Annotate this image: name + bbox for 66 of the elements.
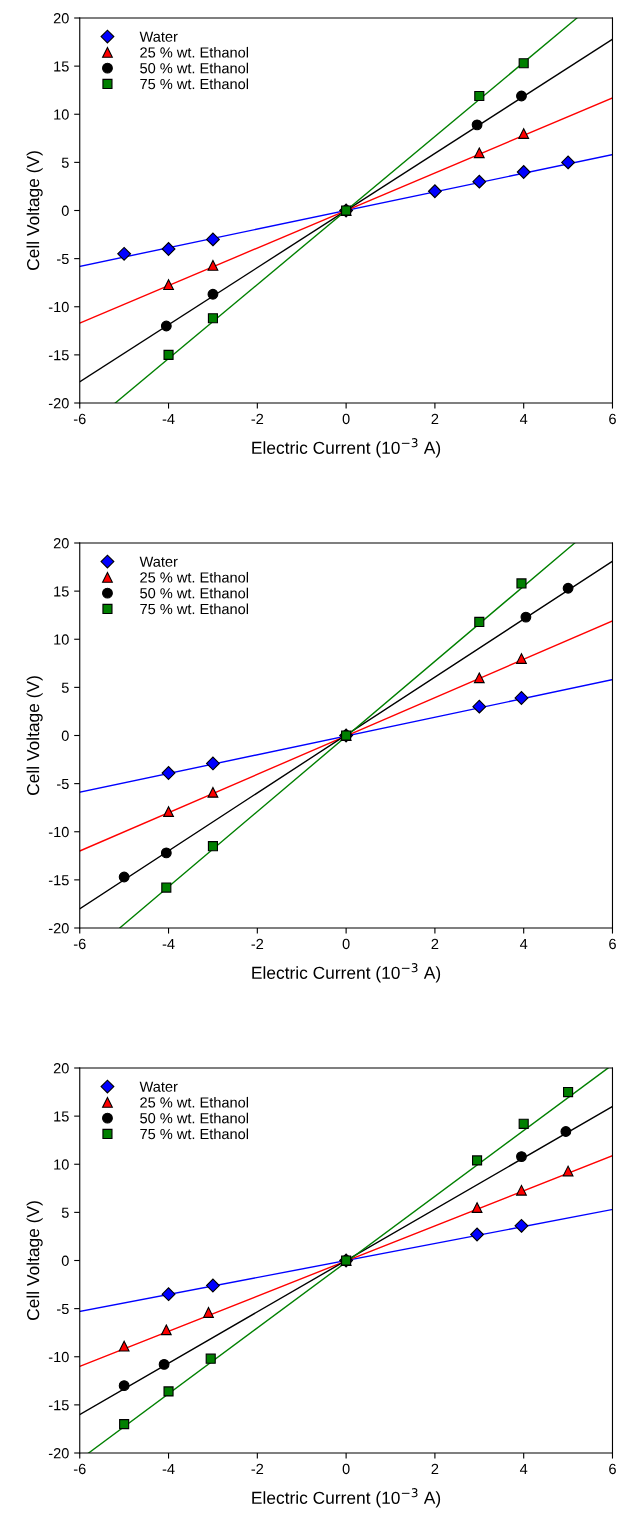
y-tick-label: -20 [48,1448,69,1459]
y-tick-label: -10 [48,1351,69,1363]
y-tick-label: -5 [57,253,69,265]
y-axis-title: Cell Voltage (V) [26,1201,43,1320]
y-tick-label: 5 [61,682,69,693]
x-tick-label: 2 [431,1463,439,1474]
x-tick-label: 6 [609,413,616,425]
x-tick-label: 2 [431,413,439,424]
y-tick-label: 0 [61,1255,69,1266]
y-axis-title: Cell Voltage (V) [26,676,43,795]
y-tick-label: 5 [61,157,69,168]
y-tick-label: -10 [48,826,69,838]
x-tick-label: 0 [342,1463,350,1475]
y-tick-label: 20 [53,538,69,549]
legend-label: 25 % wt. Ethanol [140,46,249,58]
legend-label: 50 % wt. Ethanol [140,62,249,74]
x-tick-label: -2 [251,938,264,949]
x-tick-label: 2 [431,938,439,949]
y-tick-label: 20 [53,1063,69,1074]
x-tick-label: -6 [73,1463,86,1475]
y-tick-label: -10 [48,301,69,313]
y-tick-label: 15 [54,586,69,597]
legend-label: 25 % wt. Ethanol [140,571,249,583]
y-tick-label: 20 [53,13,69,24]
x-tick-label: 4 [519,1463,528,1474]
y-tick-label: -15 [48,1400,69,1411]
legend-label: 75 % wt. Ethanol [140,78,249,90]
x-axis-title: Electric Current (10$^{−3}$ A) [252,963,441,983]
y-axis-title: Cell Voltage (V) [26,151,43,270]
x-tick-label: -6 [73,938,86,950]
y-tick-label: 15 [54,1111,69,1122]
x-tick-label: 6 [609,1463,616,1475]
x-tick-label: -4 [162,413,175,424]
y-tick-label: 0 [61,730,69,741]
legend-label: 50 % wt. Ethanol [140,587,249,599]
y-tick-label: 15 [54,61,69,72]
y-tick-label: -15 [48,350,69,361]
x-tick-label: 4 [519,938,528,949]
y-tick-label: 10 [54,634,69,645]
legend-label: Water [139,556,178,567]
y-tick-label: 5 [61,1207,69,1218]
y-tick-label: -20 [48,923,69,934]
legend-label: Water [139,1081,178,1092]
x-axis-title: Electric Current (10$^{−3}$ A) [252,438,441,458]
legend-label: 50 % wt. Ethanol [140,1112,249,1124]
y-tick-label: -5 [57,1303,69,1315]
x-tick-label: -4 [162,938,175,949]
y-tick-label: -15 [48,875,69,886]
y-tick-label: 10 [54,109,69,120]
y-tick-label: -20 [48,398,69,409]
legend-label: Water [139,31,178,42]
x-tick-label: -2 [251,413,264,424]
x-tick-label: -4 [162,1463,175,1474]
x-tick-label: 4 [519,413,528,424]
x-tick-label: 6 [609,938,616,950]
legend-label: 75 % wt. Ethanol [140,1128,249,1140]
x-tick-label: 0 [342,413,350,425]
y-tick-label: -5 [57,778,69,790]
y-tick-label: 10 [54,1159,69,1170]
x-tick-label: -2 [251,1463,264,1474]
legend-label: 75 % wt. Ethanol [140,603,249,615]
y-tick-label: 0 [61,205,69,216]
x-tick-label: 0 [342,938,350,950]
legend-label: 25 % wt. Ethanol [140,1096,249,1108]
x-tick-label: -6 [73,413,86,425]
x-axis-title: Electric Current (10$^{−3}$ A) [252,1488,441,1508]
